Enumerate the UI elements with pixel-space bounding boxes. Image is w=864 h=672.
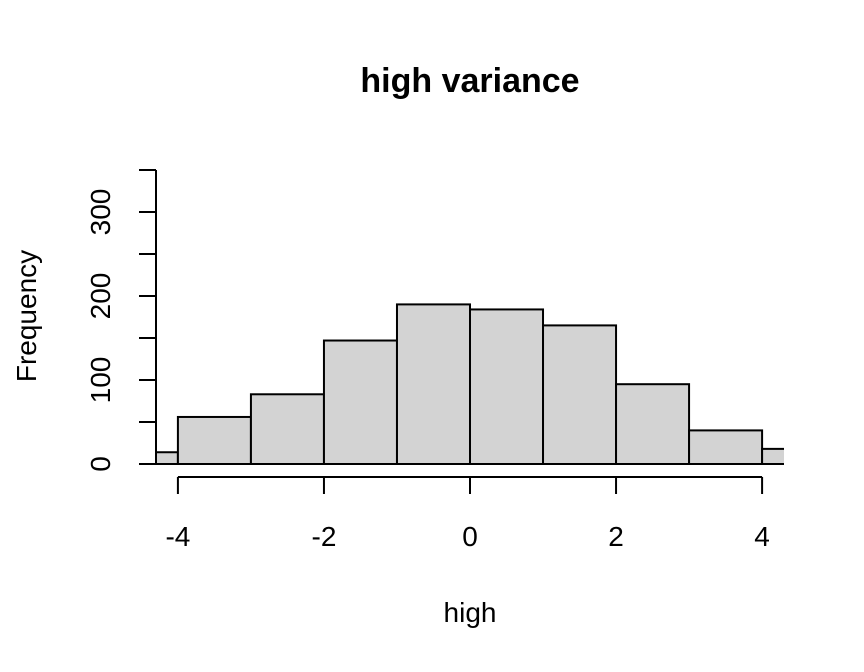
histogram-bar xyxy=(322,339,398,465)
histogram-bar xyxy=(542,324,618,465)
x-tick-label: -2 xyxy=(312,521,337,552)
x-tick-label: 0 xyxy=(462,521,478,552)
histogram-bar xyxy=(395,303,471,465)
y-axis-label: Frequency xyxy=(11,250,42,382)
histogram-bar xyxy=(761,447,784,466)
y-axis: 0 100 200 300 xyxy=(85,169,157,472)
x-tick-label: 2 xyxy=(608,521,624,552)
histogram-bar xyxy=(615,383,691,466)
y-tick-label: 100 xyxy=(85,357,116,404)
histogram-bar xyxy=(469,308,545,465)
x-axis-label: high xyxy=(444,597,497,628)
chart-title: high variance xyxy=(360,62,579,100)
y-tick-label: 0 xyxy=(85,456,116,472)
x-tick-label: 4 xyxy=(754,521,770,552)
histogram-bar xyxy=(688,429,764,465)
histogram-bar xyxy=(176,415,252,465)
bars-group xyxy=(156,303,784,466)
x-axis: -4 -2 0 2 4 xyxy=(165,476,770,552)
y-tick-label: 200 xyxy=(85,273,116,320)
y-tick-label: 300 xyxy=(85,189,116,236)
histogram-bar xyxy=(249,393,325,465)
x-tick-label: -4 xyxy=(165,521,190,552)
